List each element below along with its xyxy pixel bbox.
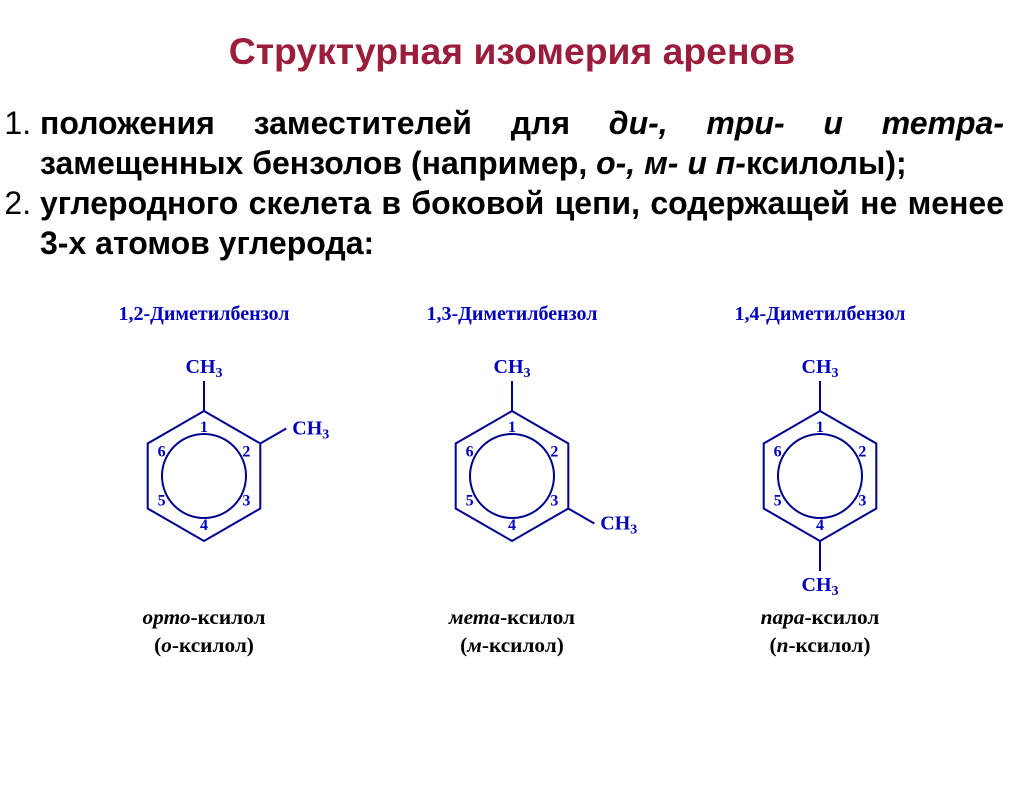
svg-text:3: 3 — [242, 493, 250, 510]
figure-caption: пара-ксилол (п-ксилол) — [761, 604, 880, 659]
svg-text:4: 4 — [816, 517, 824, 534]
figure-title: 1,3-Диметилбензол — [426, 303, 597, 326]
figures-row: 1,2-Диметилбензол 1 2 3 4 5 6 CH3 CH3 орто-ксил… — [0, 303, 1024, 659]
svg-text:6: 6 — [466, 444, 474, 461]
svg-text:CH3: CH3 — [600, 513, 637, 538]
bullet-list: положения заместителей для ди-, три- и т… — [0, 103, 1024, 263]
svg-text:1: 1 — [508, 419, 516, 436]
structure-svg-container: 1 2 3 4 5 6 CH3 CH3 — [382, 336, 642, 596]
svg-text:6: 6 — [158, 444, 166, 461]
svg-text:3: 3 — [550, 493, 558, 510]
figure-caption: мета-ксилол (м-ксилол) — [449, 604, 575, 659]
svg-text:CH3: CH3 — [292, 418, 329, 443]
svg-text:4: 4 — [508, 517, 516, 534]
figure-ortho: 1,2-Диметилбензол 1 2 3 4 5 6 CH3 CH3 орто-ксил… — [54, 303, 354, 659]
svg-text:2: 2 — [858, 444, 866, 461]
svg-text:CH3: CH3 — [802, 574, 839, 596]
svg-text:CH3: CH3 — [494, 356, 531, 381]
svg-text:4: 4 — [200, 517, 208, 534]
figure-para: 1,4-Диметилбензол 1 2 3 4 5 6 CH3 CH3 пара-ксил… — [670, 303, 970, 659]
list-item: положения заместителей для ди-, три- и т… — [40, 103, 1004, 183]
figure-title: 1,2-Диметилбензол — [118, 303, 289, 326]
svg-text:CH3: CH3 — [186, 356, 223, 381]
structure-svg-container: 1 2 3 4 5 6 CH3 CH3 — [690, 336, 950, 596]
svg-text:3: 3 — [858, 493, 866, 510]
svg-text:2: 2 — [242, 444, 250, 461]
svg-text:6: 6 — [774, 444, 782, 461]
svg-text:5: 5 — [774, 493, 782, 510]
svg-text:1: 1 — [200, 419, 208, 436]
structure-svg-container: 1 2 3 4 5 6 CH3 CH3 — [74, 336, 334, 596]
svg-text:CH3: CH3 — [802, 356, 839, 381]
list-item: углеродного скелета в боковой цепи, соде… — [40, 183, 1004, 263]
svg-text:2: 2 — [550, 444, 558, 461]
svg-text:1: 1 — [816, 419, 824, 436]
svg-text:5: 5 — [158, 493, 166, 510]
figure-caption: орто-ксилол (о-ксилол) — [143, 604, 266, 659]
figure-meta: 1,3-Диметилбензол 1 2 3 4 5 6 CH3 CH3 мета-ксил… — [362, 303, 662, 659]
figure-title: 1,4-Диметилбензол — [734, 303, 905, 326]
slide-title: Структурная изомерия аренов — [0, 30, 1024, 73]
svg-text:5: 5 — [466, 493, 474, 510]
